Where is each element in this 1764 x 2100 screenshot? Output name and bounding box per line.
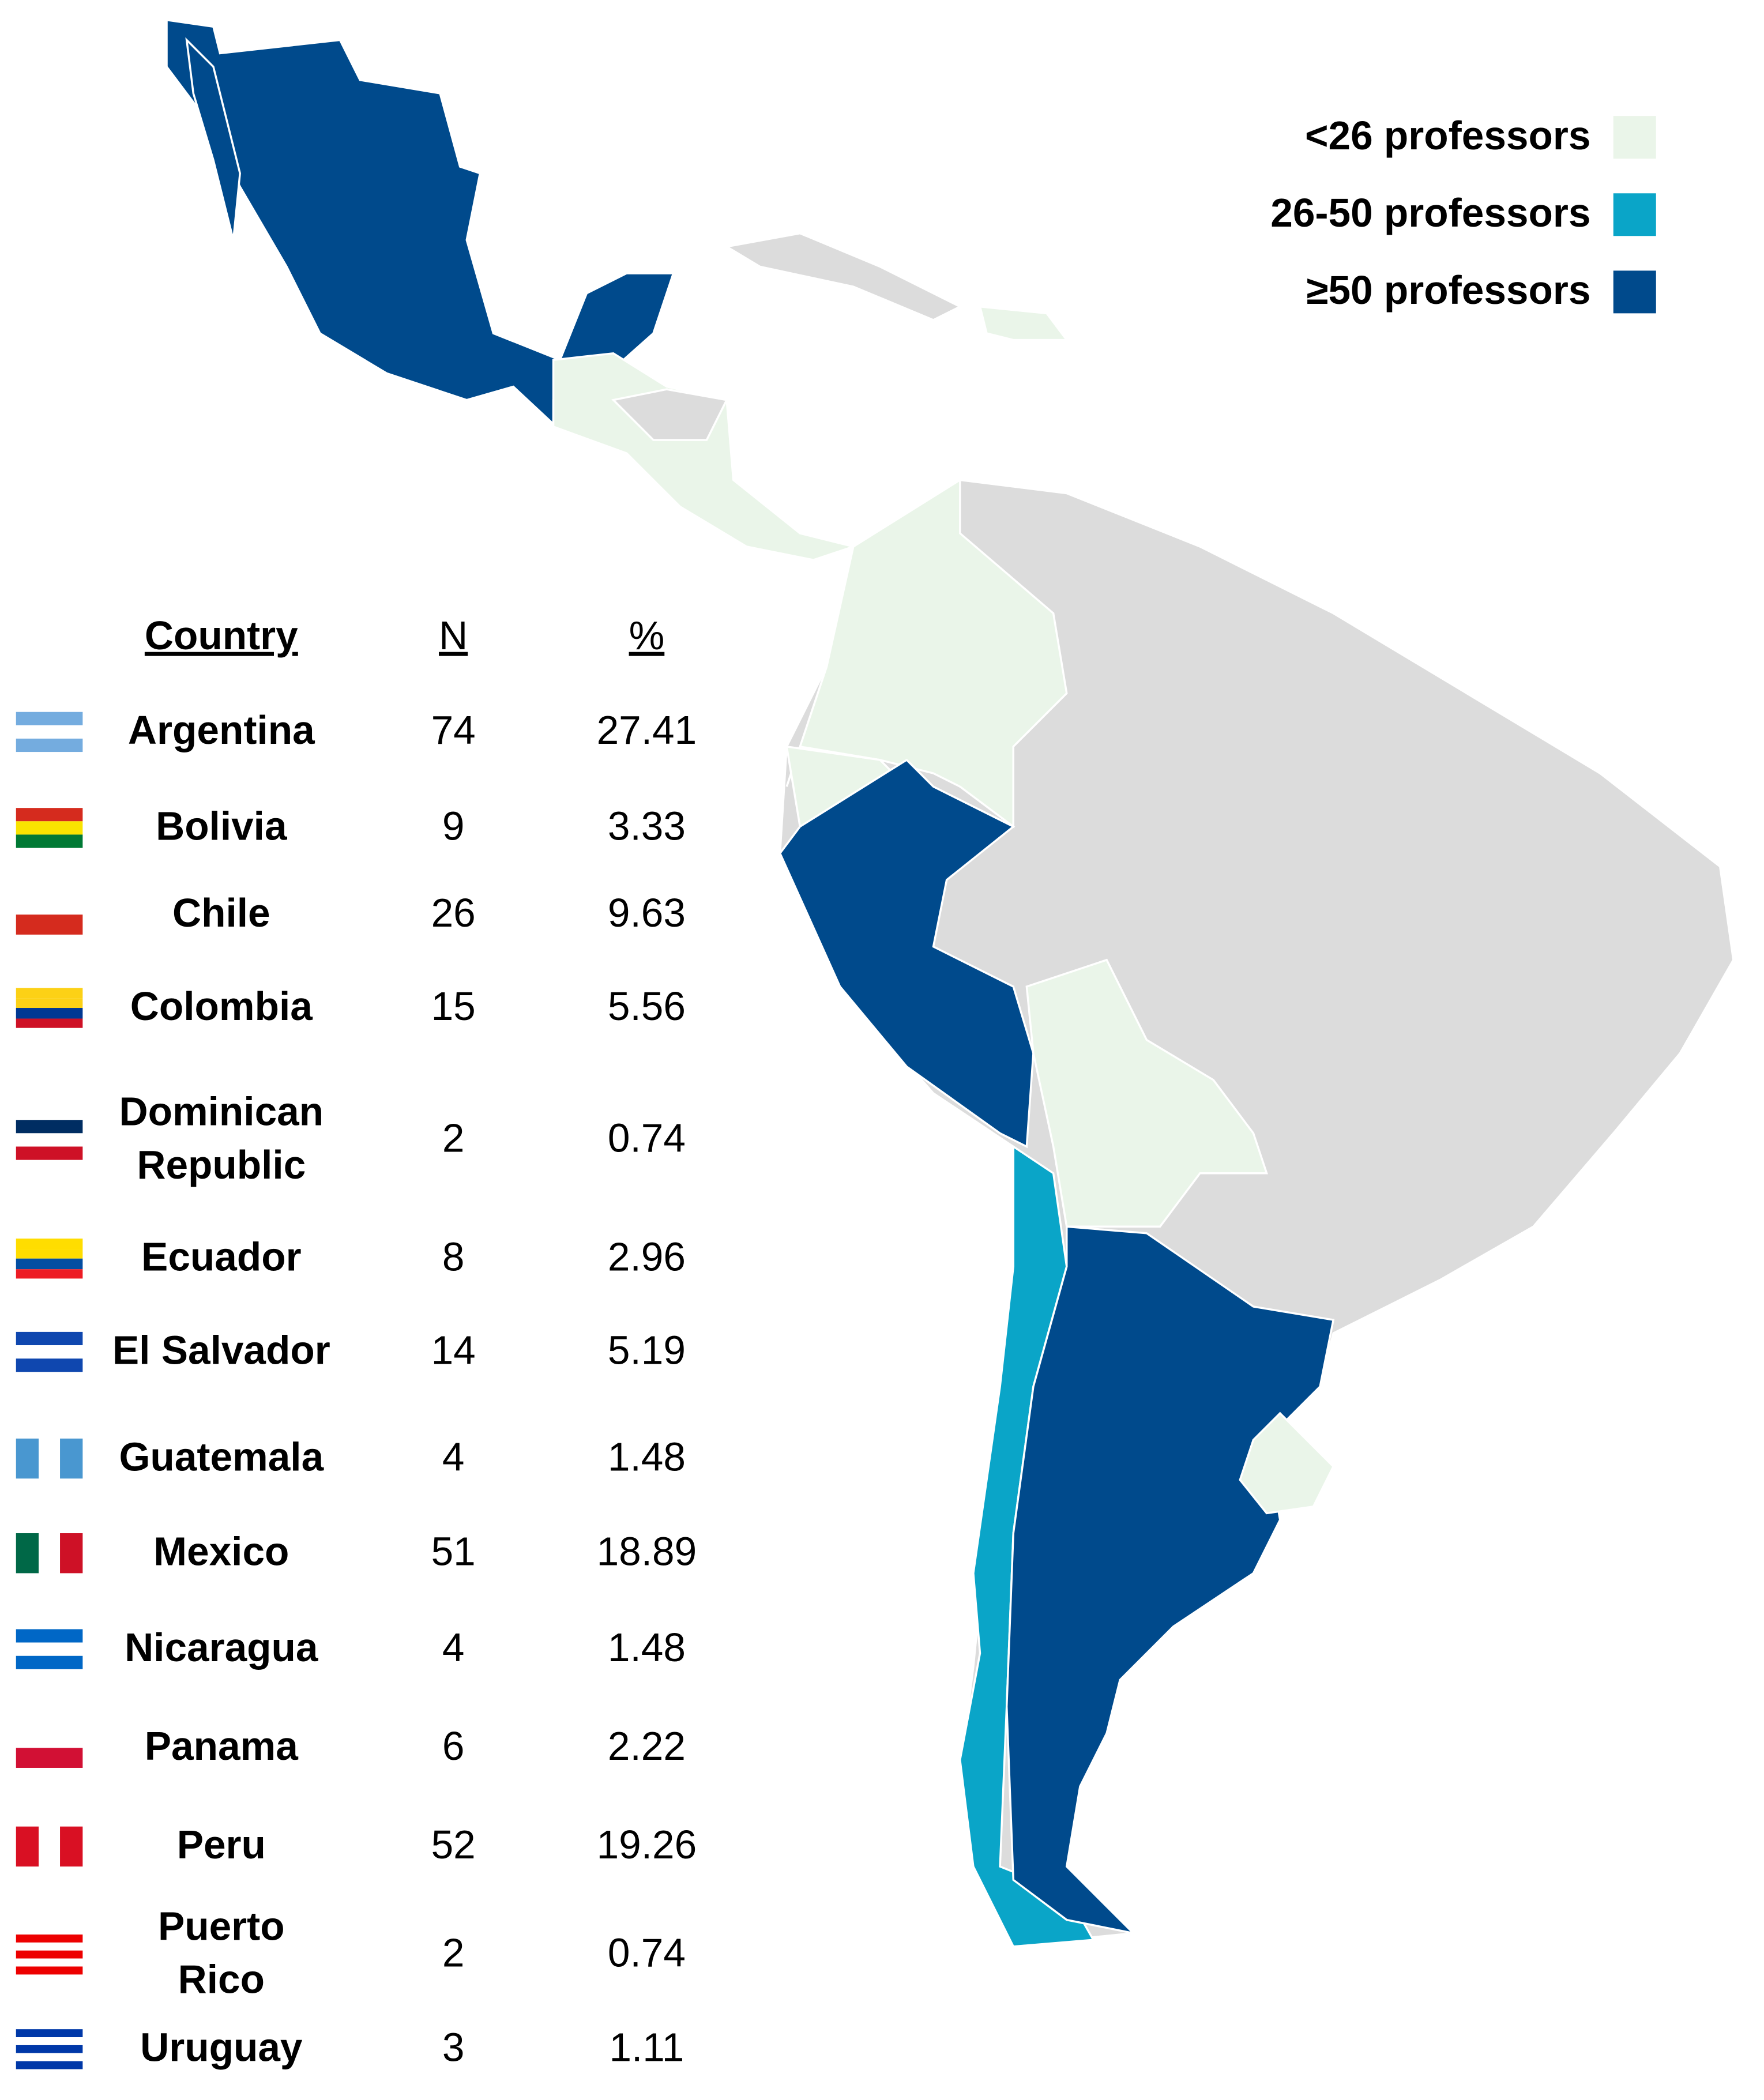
argentina <box>1005 1225 1335 1935</box>
mexico <box>166 18 675 427</box>
flag <box>16 1629 83 1669</box>
column-header: % <box>629 614 665 659</box>
percent: 2.96 <box>607 1236 686 1280</box>
percent: 1.48 <box>607 1436 686 1480</box>
legend-label: <26 professors <box>1304 114 1591 159</box>
percent: 3.33 <box>607 805 686 849</box>
count: 52 <box>431 1824 476 1868</box>
percent: 5.56 <box>607 985 686 1030</box>
flag <box>16 808 83 848</box>
flag <box>16 1120 83 1160</box>
percent: 1.11 <box>609 2026 684 2071</box>
legend-swatch <box>1613 193 1656 236</box>
cuba <box>724 232 962 321</box>
country-name: Colombia <box>130 985 313 1030</box>
country-name: Panama <box>144 1725 298 1770</box>
hispaniola <box>979 305 1069 341</box>
flag <box>16 1331 83 1372</box>
bolivia <box>1025 958 1268 1228</box>
flag <box>16 1438 83 1479</box>
flag <box>16 712 83 752</box>
country-name: Mexico <box>153 1530 289 1575</box>
uruguay <box>1239 1412 1335 1515</box>
honduras <box>611 388 728 441</box>
legend-label: 26-50 professors <box>1270 191 1591 236</box>
column-header: Country <box>144 614 298 659</box>
central-america <box>552 352 857 561</box>
column-header: N <box>439 614 468 659</box>
percent: 19.26 <box>596 1824 697 1868</box>
count: 74 <box>431 709 476 754</box>
flag <box>16 1935 83 1975</box>
country-name: Dominican Republic <box>119 1090 324 1188</box>
country-name: Puerto Rico <box>157 1905 285 2003</box>
count: 15 <box>431 985 476 1030</box>
country-name: El Salvador <box>112 1329 330 1373</box>
count: 3 <box>442 2026 465 2071</box>
count: 4 <box>442 1436 465 1480</box>
count: 51 <box>431 1530 476 1575</box>
legend-label: ≥50 professors <box>1306 269 1591 314</box>
flag <box>16 1239 83 1279</box>
peru <box>778 758 1035 1149</box>
count: 4 <box>442 1626 465 1671</box>
percent: 1.48 <box>607 1626 686 1671</box>
count: 9 <box>442 805 465 849</box>
flag <box>16 894 83 935</box>
colombia <box>785 478 1068 829</box>
count: 6 <box>442 1725 465 1770</box>
percent: 18.89 <box>596 1530 697 1575</box>
flag <box>16 2029 83 2069</box>
count: 2 <box>442 1932 465 1976</box>
country-name: Chile <box>172 891 270 936</box>
country-name: Ecuador <box>141 1236 302 1280</box>
country-name: Guatemala <box>119 1436 324 1480</box>
flag <box>16 1533 83 1574</box>
percent: 9.63 <box>607 891 686 936</box>
country-name: Bolivia <box>156 805 287 849</box>
percent: 5.19 <box>607 1329 686 1373</box>
baja-california <box>185 37 241 240</box>
country-name: Nicaragua <box>125 1626 318 1671</box>
country-name: Peru <box>176 1824 266 1868</box>
country-name: Argentina <box>127 709 315 754</box>
count: 8 <box>442 1236 465 1280</box>
count: 26 <box>431 891 476 936</box>
country-name: Uruguay <box>140 2026 303 2071</box>
percent: 0.74 <box>607 1117 686 1161</box>
percent: 27.41 <box>596 709 697 754</box>
flag <box>16 988 83 1028</box>
flag <box>16 1826 83 1867</box>
legend-swatch <box>1613 270 1656 314</box>
legend-swatch <box>1613 116 1656 159</box>
percent: 2.22 <box>607 1725 686 1770</box>
percent: 0.74 <box>607 1932 686 1976</box>
count: 14 <box>431 1329 476 1373</box>
flag <box>16 1728 83 1768</box>
count: 2 <box>442 1117 465 1161</box>
